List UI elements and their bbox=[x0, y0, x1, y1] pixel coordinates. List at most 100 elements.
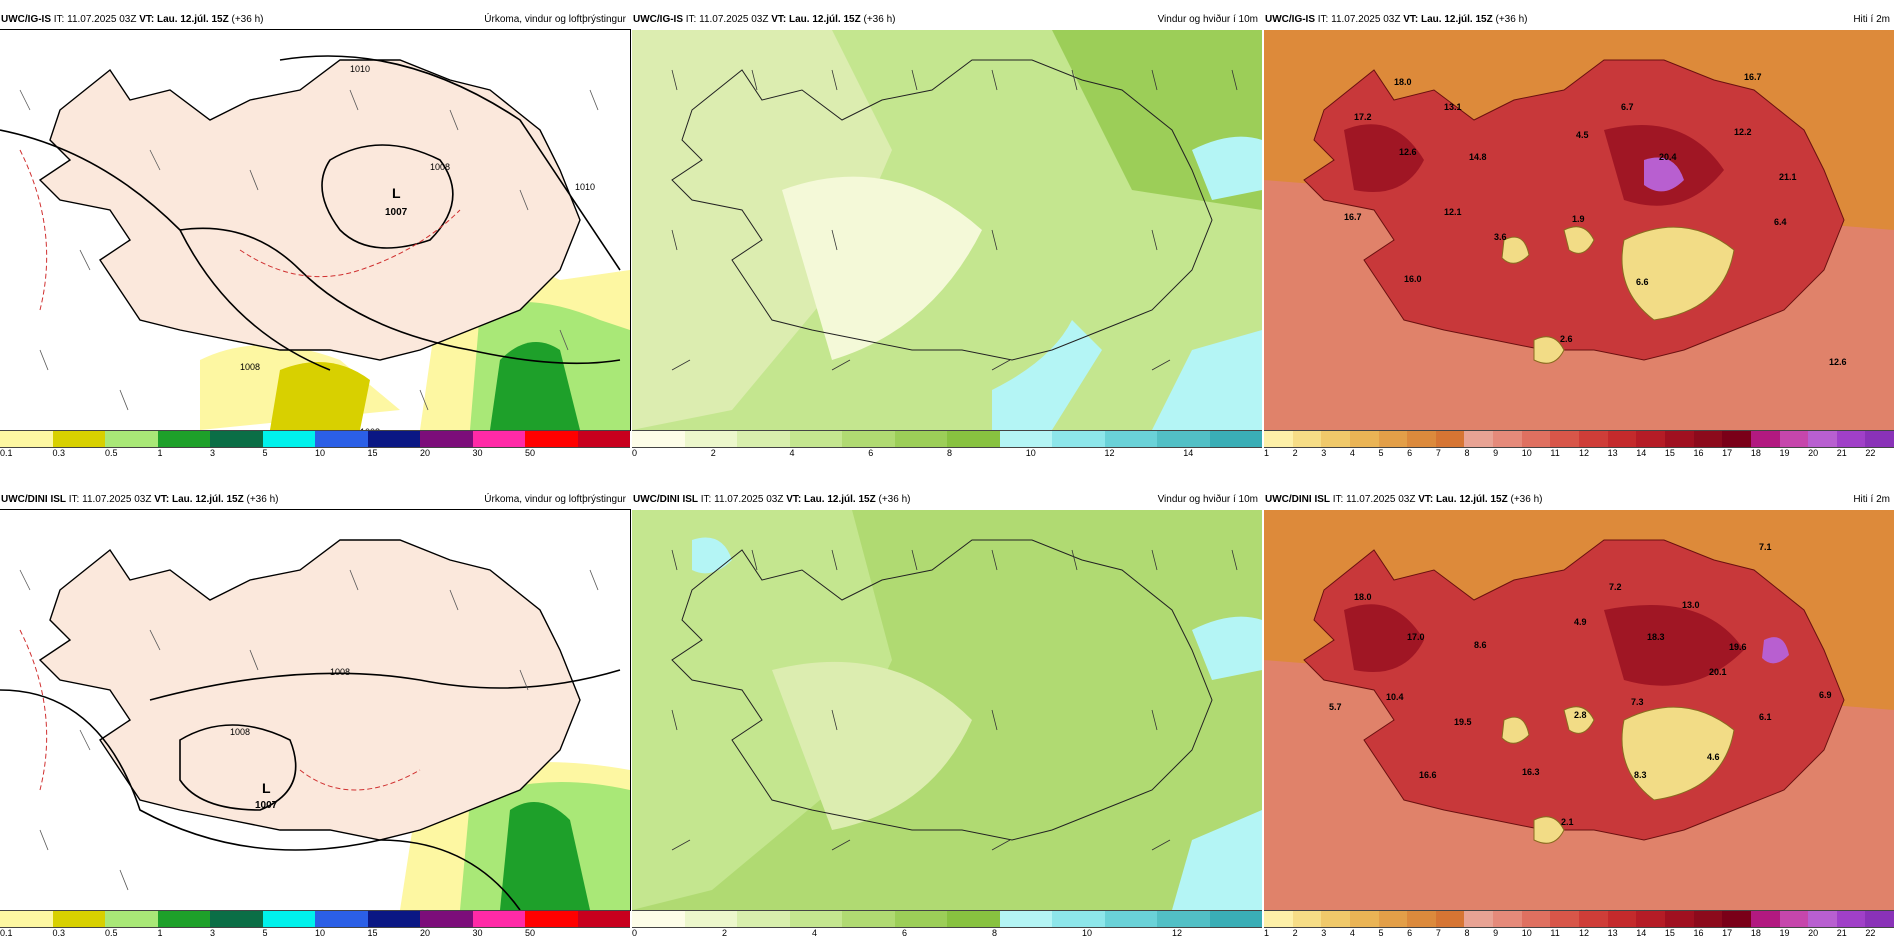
colorbar-swatch bbox=[367, 431, 420, 447]
colorbar-swatch bbox=[1865, 431, 1895, 447]
glacier-langjokull bbox=[1563, 226, 1595, 254]
colorbar-tick-label: 9 bbox=[1493, 448, 1499, 458]
colorbar-tick-label: 22 bbox=[1865, 448, 1876, 458]
colorbar-swatch bbox=[1550, 911, 1580, 927]
panel-header: UWC/DINI ISL IT: 11.07.2025 03Z VT: Lau.… bbox=[632, 492, 1262, 508]
isobar-label: 1008 bbox=[430, 162, 450, 172]
it-label: IT: bbox=[53, 14, 65, 25]
low-value: 1007 bbox=[255, 800, 278, 811]
colorbar-tick-label: 12 bbox=[1579, 448, 1590, 458]
vt-value: Lau. 12.júl. 15Z bbox=[804, 494, 876, 505]
colorbar-tick-label: 0.1 bbox=[0, 448, 13, 458]
colorbar-tick-label: 8 bbox=[1464, 448, 1470, 458]
vt-label: VT: bbox=[1418, 494, 1434, 505]
colorbar-tick-label: 11 bbox=[1550, 928, 1560, 938]
colorbar-swatch bbox=[1264, 431, 1293, 447]
colorbar-swatch bbox=[1779, 431, 1809, 447]
glacier-myrdalsjokull bbox=[1533, 816, 1565, 844]
colorbar-swatch bbox=[472, 911, 525, 927]
gust-area-se bbox=[1172, 810, 1262, 910]
panel-precip-bottom: UWC/DINI ISL IT: 11.07.2025 03Z VT: Lau.… bbox=[0, 492, 631, 952]
it-label: IT: bbox=[685, 14, 697, 25]
colorbar-tick-label: 15 bbox=[1664, 448, 1675, 458]
colorbar-swatch bbox=[842, 911, 895, 927]
temp-label: 6.4 bbox=[1774, 217, 1787, 227]
panel-header: UWC/DINI ISL IT: 11.07.2025 03Z VT: Lau.… bbox=[0, 492, 630, 508]
vt-label: VT: bbox=[139, 14, 155, 25]
wind-calm-area bbox=[782, 176, 982, 360]
temp-label: 10.4 bbox=[1386, 692, 1404, 702]
colorbar-tick-label: 15 bbox=[367, 928, 378, 938]
colorbar-tick-label: 30 bbox=[472, 928, 483, 938]
gust-area-nw bbox=[692, 537, 732, 574]
colorbar-tick-label: 0 bbox=[632, 928, 638, 938]
lead-time: (+36 h) bbox=[1510, 494, 1543, 505]
colorbar-tick-label: 20 bbox=[1808, 928, 1819, 938]
model-name: UWC/IG-IS bbox=[1, 14, 51, 25]
temp-label: 1.9 bbox=[1572, 214, 1585, 224]
colorbar-swatch bbox=[737, 431, 790, 447]
isobar-low bbox=[179, 724, 297, 811]
colorbar-swatch bbox=[1521, 431, 1551, 447]
colorbar-tick-label: 5 bbox=[1378, 448, 1384, 458]
precip-map: L 1007 1008 1008 bbox=[0, 509, 631, 911]
colorbar-tick-label: 11 bbox=[1550, 448, 1560, 458]
temp-label: 2.8 bbox=[1574, 710, 1587, 720]
colorbar-swatch bbox=[1052, 911, 1105, 927]
colorbar-swatch bbox=[999, 431, 1052, 447]
it-label: IT: bbox=[700, 494, 712, 505]
colorbar-swatch bbox=[947, 911, 1000, 927]
wind-arrows bbox=[671, 549, 1238, 851]
colorbar-swatch bbox=[1836, 911, 1866, 927]
temp-very-hot-area bbox=[1762, 637, 1789, 664]
isobar-1008-west bbox=[0, 129, 331, 371]
colorbar-tick-label: 8 bbox=[947, 448, 953, 458]
colorbar-ticks: 0.1 0.3 0.5 1 3 5 10 15 20 30 50 bbox=[0, 448, 630, 460]
colorbar-swatch bbox=[1407, 911, 1436, 927]
colorbar-tick-label: 5 bbox=[262, 448, 268, 458]
colorbar-swatch bbox=[105, 431, 158, 447]
colorbar-tick-label: 1 bbox=[1264, 448, 1270, 458]
colorbar bbox=[0, 910, 630, 928]
colorbar-swatch bbox=[105, 911, 158, 927]
colorbar-tick-label: 9 bbox=[1493, 928, 1499, 938]
colorbar-swatch bbox=[1865, 911, 1895, 927]
colorbar-swatch bbox=[1407, 431, 1436, 447]
panel-temp-top: UWC/IG-IS IT: 11.07.2025 03Z VT: Lau. 12… bbox=[1264, 12, 1895, 472]
colorbar-swatch bbox=[894, 911, 947, 927]
colorbar-tick-label: 21 bbox=[1836, 448, 1847, 458]
colorbar-tick-label: 8 bbox=[992, 928, 998, 938]
colorbar-swatch bbox=[1693, 911, 1723, 927]
colorbar-tick-label: 6 bbox=[1407, 448, 1413, 458]
colorbar-swatch bbox=[52, 431, 105, 447]
colorbar-swatch bbox=[1779, 911, 1809, 927]
temp-label: 12.2 bbox=[1734, 127, 1752, 137]
colorbar-swatch bbox=[1435, 911, 1465, 927]
temp-label: 17.0 bbox=[1407, 632, 1425, 642]
temp-label: 12.1 bbox=[1444, 207, 1462, 217]
temp-label: 16.7 bbox=[1744, 72, 1762, 82]
gust-area bbox=[1192, 616, 1262, 680]
vt-value: Lau. 12.júl. 15Z bbox=[789, 14, 861, 25]
wind-light-area bbox=[632, 30, 892, 430]
colorbar-tick-label: 20 bbox=[420, 928, 431, 938]
colorbar-swatch bbox=[1157, 431, 1210, 447]
colorbar-swatch bbox=[525, 431, 578, 447]
colorbar-tick-label: 16 bbox=[1693, 928, 1704, 938]
temp-contour-dashed bbox=[19, 149, 461, 311]
colorbar-tick-label: 12 bbox=[1579, 928, 1590, 938]
colorbar-swatch bbox=[1636, 431, 1665, 447]
colorbar-tick-label: 14 bbox=[1636, 928, 1647, 938]
temp-label: 8.3 bbox=[1634, 770, 1647, 780]
temp-label: 13.0 bbox=[1682, 600, 1700, 610]
colorbar-tick-label: 2 bbox=[722, 928, 728, 938]
colorbar-tick-label: 50 bbox=[525, 928, 536, 938]
colorbar-swatch bbox=[1104, 431, 1157, 447]
colorbar-tick-label: 3 bbox=[210, 928, 216, 938]
colorbar-swatch bbox=[1607, 431, 1637, 447]
colorbar-swatch bbox=[1493, 431, 1522, 447]
isobar-label: 1008 bbox=[240, 362, 260, 372]
colorbar-tick-label: 20 bbox=[420, 448, 431, 458]
isobar-1010 bbox=[279, 55, 621, 271]
colorbar-swatch bbox=[1349, 431, 1379, 447]
